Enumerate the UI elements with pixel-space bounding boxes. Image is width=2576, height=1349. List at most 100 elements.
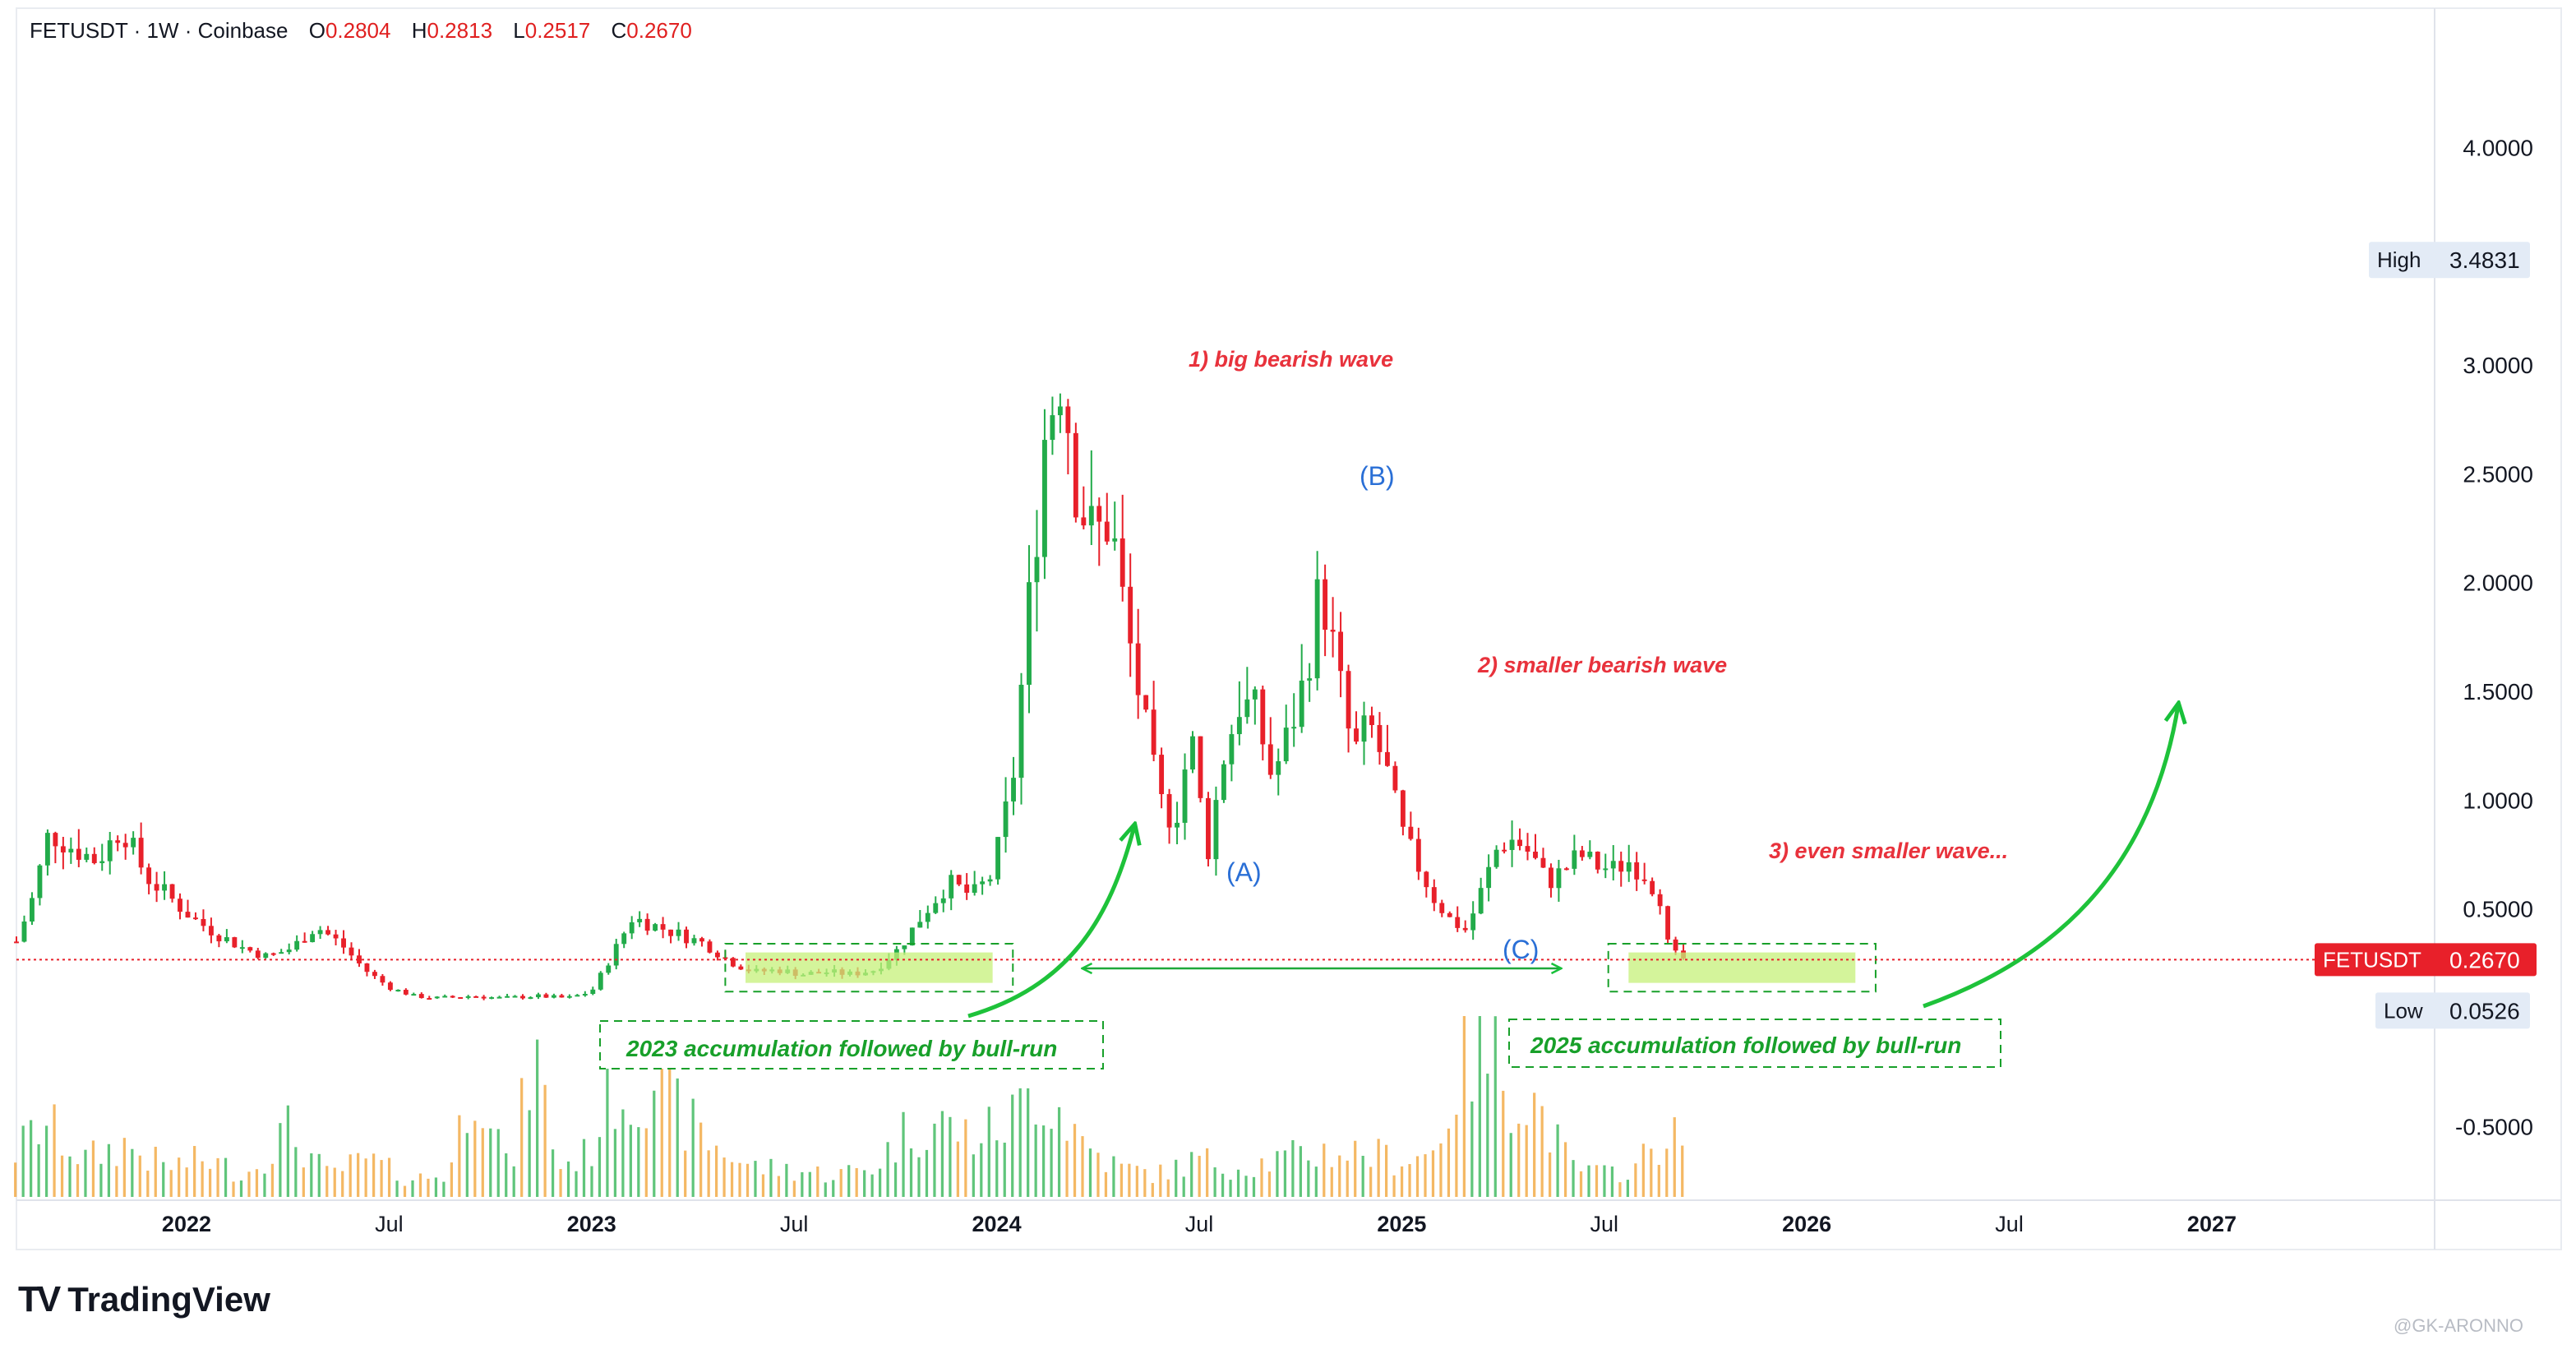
volume-bar [816,1167,819,1197]
volume-bar [1595,1165,1599,1197]
candle-body [1213,800,1219,860]
candle-body [247,947,253,951]
volume-bar [1525,1125,1528,1197]
volume-bar [1267,1171,1272,1197]
volume-bar [84,1149,87,1197]
volume-bar [1470,1101,1474,1197]
candle-body [1159,755,1165,795]
annotation-smaller-bearish-wave: 2) smaller bearish wave [1477,653,1727,677]
volume-bar [1400,1166,1404,1197]
candle-body [1198,736,1203,798]
volume-bar [956,1141,959,1197]
volume-bar [1027,1088,1030,1197]
wave-label-c: (C) [1503,935,1539,964]
candle-body [208,926,214,936]
candle-body [380,976,385,983]
volume-bar [302,1167,305,1197]
candle-body [1657,894,1663,907]
volume-bar [154,1146,157,1197]
candle-body [1634,862,1640,880]
volume-bar [1221,1173,1225,1197]
volume-bar [1673,1117,1676,1197]
volume-bar [1517,1123,1521,1197]
candle-body [1579,850,1585,857]
volume-bar [1618,1182,1622,1197]
accumulation-2023-box [599,1020,1104,1069]
candle-body [1641,879,1647,881]
volume-bar [294,1147,298,1197]
candle-body [995,837,1001,880]
volume-bar [279,1123,282,1197]
volume-bar [505,1153,508,1197]
tradingview-name: TradingView [67,1280,270,1319]
candle-body [465,996,471,998]
volume-bar [987,1106,990,1197]
candle-body [1323,579,1328,631]
candle-body [684,929,689,944]
candle-body [1439,903,1445,913]
high-badge-value: 3.4831 [2449,247,2520,273]
volume-bar [536,1039,539,1197]
volume-bar [380,1160,383,1197]
volume-bar [1159,1164,1162,1197]
volume-bar [1057,1106,1061,1197]
volume-bar [1665,1148,1669,1197]
chart-header: FETUSDT · 1W · Coinbase O0.2804 H0.2813 … [30,18,692,44]
y-tick-label: 1.5000 [2463,679,2533,705]
volume-bar [1424,1154,1427,1197]
volume-bar [933,1123,936,1197]
candle-body [224,937,229,942]
candle-body [162,884,167,891]
volume-bar [216,1157,219,1197]
volume-bar [1572,1160,1575,1197]
candle-body [972,884,977,893]
candle-body [1236,717,1242,735]
volume-bar [668,1051,672,1197]
candlesticks [14,393,1686,1000]
candle-body [91,853,97,863]
tradingview-brand[interactable]: TV TradingView [18,1279,270,1320]
volume-bar [1657,1165,1660,1197]
candle-body [987,879,993,882]
candle-body [1618,861,1624,872]
low-value: 0.2517 [524,18,591,43]
volume-bar [520,1078,524,1197]
candle-body [1556,868,1562,889]
candle-body [1267,744,1273,775]
candle-body [1665,906,1671,940]
candle-body [1143,695,1149,710]
volume-bar [131,1148,134,1197]
volume-bar [1112,1156,1115,1197]
y-tick-label: 2.5000 [2463,461,2533,487]
candle-body [1073,432,1078,518]
volume-bar [761,1174,765,1197]
volume-bar [1182,1176,1185,1197]
x-tick-label: 2024 [972,1212,1022,1236]
volume-bar [1236,1169,1240,1197]
volume-bar [738,1162,741,1197]
volume-bar [44,1125,48,1197]
volume-bar [239,1180,243,1197]
volume-bar [528,1110,531,1197]
volume-bar [972,1154,975,1197]
volume-bar [169,1170,173,1197]
candle-body [1517,839,1522,847]
candle-body [1096,506,1102,522]
volume-bar [1486,1074,1489,1197]
volume-bar [224,1157,228,1197]
candle-body [138,838,144,868]
volume-bar [863,1170,866,1197]
candle-body [653,924,658,931]
zone-2023-border [724,943,1014,993]
candle-body [53,833,58,847]
volume-bar [442,1181,445,1197]
volume-bar [1549,1152,1552,1197]
candle-body [1525,846,1530,852]
candle-body [30,898,35,922]
candle-body [644,918,650,931]
candle-body [582,994,588,996]
volume-bar [1478,1016,1481,1197]
candle-body [1540,857,1546,868]
candle-body [714,952,720,958]
